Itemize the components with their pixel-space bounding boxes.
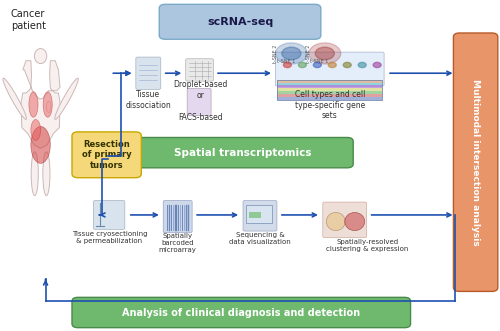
Ellipse shape [46, 101, 51, 113]
Ellipse shape [3, 78, 26, 119]
FancyBboxPatch shape [72, 297, 410, 328]
Text: Spatial transcriptomics: Spatial transcriptomics [174, 148, 312, 158]
Circle shape [284, 62, 292, 68]
Ellipse shape [29, 92, 38, 117]
Ellipse shape [55, 78, 78, 119]
FancyBboxPatch shape [278, 85, 382, 88]
FancyBboxPatch shape [243, 201, 277, 231]
Text: FACS-based: FACS-based [178, 114, 222, 122]
FancyBboxPatch shape [278, 83, 382, 85]
Circle shape [309, 43, 340, 64]
FancyBboxPatch shape [278, 80, 382, 83]
Ellipse shape [344, 213, 364, 231]
FancyBboxPatch shape [278, 97, 382, 100]
Ellipse shape [43, 92, 52, 117]
FancyBboxPatch shape [276, 52, 384, 86]
FancyBboxPatch shape [323, 202, 366, 238]
Text: Tissue cryosectioning
& permeabilization: Tissue cryosectioning & permeabilization [72, 231, 147, 244]
FancyBboxPatch shape [163, 201, 192, 233]
FancyBboxPatch shape [187, 88, 211, 116]
Text: t-SNE 1: t-SNE 1 [310, 59, 329, 64]
Text: t-SNE 2: t-SNE 2 [306, 44, 312, 63]
FancyBboxPatch shape [278, 94, 382, 97]
Text: Cell types and cell
type-specific gene
sets: Cell types and cell type-specific gene s… [294, 90, 365, 120]
Text: Multimodal intersection analysis: Multimodal intersection analysis [471, 79, 480, 246]
Ellipse shape [31, 152, 38, 196]
Circle shape [358, 62, 366, 68]
Circle shape [314, 62, 322, 68]
Circle shape [282, 47, 301, 60]
Ellipse shape [34, 49, 46, 64]
FancyBboxPatch shape [248, 212, 261, 218]
Ellipse shape [31, 126, 50, 164]
FancyBboxPatch shape [246, 205, 272, 222]
Text: Spatially-resolved
clustering & expression: Spatially-resolved clustering & expressi… [326, 239, 408, 252]
Ellipse shape [43, 152, 50, 196]
Ellipse shape [31, 119, 40, 140]
Circle shape [315, 47, 334, 60]
Text: Droplet-based
or: Droplet-based or [173, 80, 228, 100]
Text: Tissue
dissociation: Tissue dissociation [126, 90, 171, 110]
Text: Spatially
barcoded
microarray: Spatially barcoded microarray [159, 233, 196, 253]
Text: t-SNE 2: t-SNE 2 [273, 44, 278, 63]
FancyBboxPatch shape [132, 137, 353, 168]
Ellipse shape [326, 213, 345, 231]
FancyBboxPatch shape [454, 33, 498, 291]
FancyBboxPatch shape [278, 91, 382, 94]
Text: Cancer
patient: Cancer patient [10, 9, 45, 30]
FancyBboxPatch shape [160, 4, 321, 39]
Text: Analysis of clinical diagnosis and detection: Analysis of clinical diagnosis and detec… [122, 307, 360, 317]
Text: t-SNE 1: t-SNE 1 [277, 59, 295, 64]
Text: Sequencing &
data visualization: Sequencing & data visualization [229, 232, 291, 245]
Circle shape [343, 62, 351, 68]
FancyBboxPatch shape [72, 132, 142, 178]
Circle shape [276, 43, 308, 64]
Circle shape [298, 62, 306, 68]
FancyBboxPatch shape [186, 59, 214, 81]
FancyBboxPatch shape [94, 201, 125, 229]
Circle shape [328, 62, 336, 68]
Circle shape [373, 62, 381, 68]
Text: scRNA-seq: scRNA-seq [207, 17, 273, 27]
Polygon shape [21, 61, 60, 148]
Text: Resection
of primary
tumors: Resection of primary tumors [82, 140, 132, 170]
FancyBboxPatch shape [278, 88, 382, 91]
FancyBboxPatch shape [136, 57, 160, 89]
